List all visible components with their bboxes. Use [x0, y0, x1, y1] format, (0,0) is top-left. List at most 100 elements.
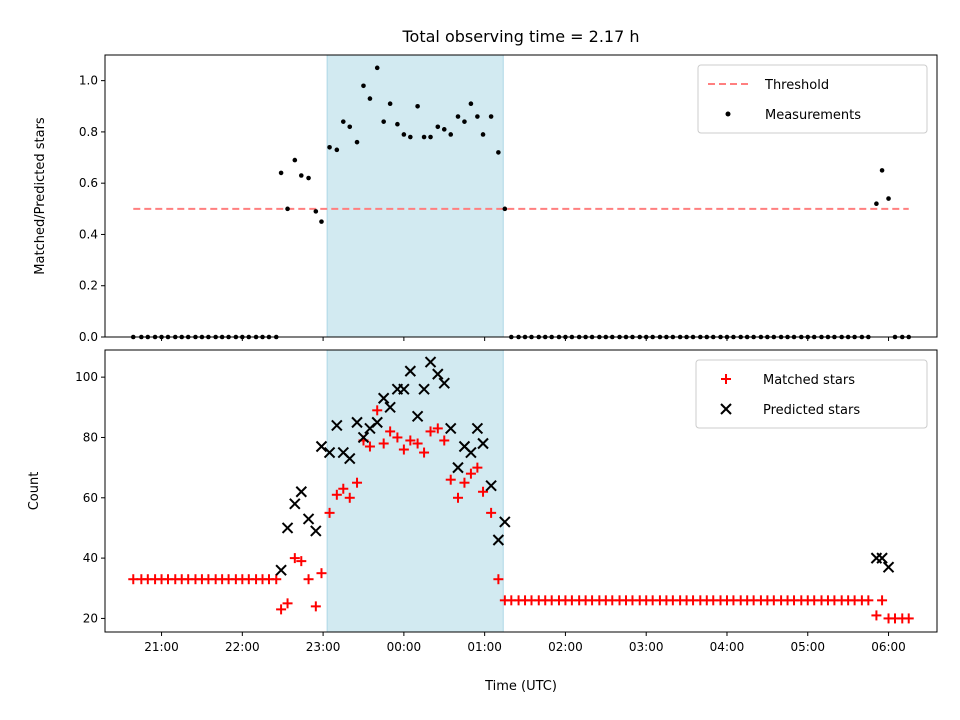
matched-star-point: [271, 574, 282, 585]
measurement-point: [327, 144, 332, 150]
matched-star-point: [331, 489, 342, 500]
matched-star-point: [425, 426, 436, 437]
matched-star-point: [364, 441, 375, 452]
measurement-point: [475, 114, 480, 119]
predicted-star-point: [882, 561, 895, 573]
matched-star-point: [344, 492, 355, 503]
predicted-star-point: [404, 365, 417, 377]
bottom-panel-shaded-interval: [326, 349, 504, 633]
legend-predicted-swatch: [720, 403, 732, 415]
predicted-star-point: [344, 452, 356, 465]
top-panel-frame: [104, 54, 938, 338]
legend-predicted-label: Predicted stars: [763, 403, 860, 418]
y-tick-label: 1.0: [79, 74, 98, 88]
top-y-axis-label: Matched/Predicted stars: [33, 117, 48, 275]
y-tick-label: 40: [83, 551, 98, 565]
predicted-star-point: [499, 516, 511, 528]
matched-star-point: [419, 447, 430, 458]
matched-star-point: [405, 435, 416, 446]
matched-star-point: [486, 507, 497, 518]
top-legend-box: [697, 64, 928, 134]
predicted-star-point: [295, 486, 307, 498]
measurement-point: [319, 219, 324, 224]
x-tick-label: 02:00: [548, 640, 583, 654]
x-axis-label: Time (UTC): [484, 679, 557, 694]
predicted-star-point: [275, 564, 287, 576]
measurement-point: [879, 168, 885, 173]
bottom-panel-marks: [128, 356, 914, 624]
matched-star-point: [445, 474, 456, 485]
matched-star-point: [877, 595, 888, 606]
measurement-point: [285, 206, 290, 212]
measurement-point: [421, 134, 427, 140]
bottom-y-axis-label: Count: [27, 472, 42, 511]
matched-star-point: [289, 553, 300, 564]
predicted-star-point: [445, 422, 457, 435]
measurement-point: [488, 114, 494, 119]
matched-star-point: [385, 426, 396, 437]
y-tick-label: 0.0: [79, 330, 98, 344]
predicted-star-point: [411, 410, 424, 423]
matched-star-point: [352, 477, 363, 488]
measurement-point: [408, 134, 413, 140]
matched-star-point: [316, 568, 327, 579]
predicted-star-point: [331, 419, 343, 432]
measurement-point: [387, 101, 393, 107]
x-tick-label: 03:00: [629, 640, 664, 654]
predicted-star-point: [289, 498, 301, 510]
predicted-star-point: [371, 416, 383, 429]
matched-star-point: [472, 462, 483, 473]
measurement-point: [395, 121, 400, 127]
matched-star-point: [459, 477, 470, 488]
predicted-star-point: [477, 437, 489, 450]
measurement-point: [334, 147, 340, 153]
predicted-star-point: [315, 440, 328, 453]
matched-star-point: [412, 438, 423, 449]
predicted-star-point: [357, 431, 370, 444]
y-tick-label: 60: [83, 491, 98, 505]
predicted-star-point: [377, 392, 390, 404]
y-tick-label: 0.4: [79, 227, 98, 241]
matched-star-point: [372, 405, 383, 416]
x-tick-label: 21:00: [144, 640, 179, 654]
matched-star-point: [276, 604, 287, 615]
bottom-panel-frame: [104, 349, 938, 633]
x-tick-label: 00:00: [387, 640, 422, 654]
matched-star-point: [296, 556, 307, 567]
measurement-point: [361, 83, 366, 89]
x-tick-label: 05:00: [790, 640, 825, 654]
top-panel-shaded-interval: [326, 54, 504, 338]
bottom-panel: 20 40 60 80 100 21:00 22:00 23:00 00:00 01:00 02:…: [27, 349, 938, 694]
matched-star-point: [310, 601, 321, 612]
matched-star-point: [378, 438, 389, 449]
y-tick-label: 0.6: [79, 176, 98, 190]
x-tick-label: 22:00: [225, 640, 260, 654]
matched-star-point: [324, 507, 335, 518]
predicted-star-point: [438, 377, 450, 389]
matched-star-point: [863, 595, 874, 606]
predicted-star-point: [492, 534, 505, 546]
y-tick-label: 80: [83, 430, 98, 444]
measurement-point: [367, 96, 373, 101]
x-tick-label: 23:00: [306, 640, 341, 654]
measurement-point: [886, 196, 891, 201]
legend-threshold-label: Threshold: [764, 78, 829, 93]
measurement-point: [292, 157, 298, 163]
measurement-point: [354, 139, 360, 145]
predicted-star-point: [432, 368, 444, 380]
measurement-point: [448, 132, 454, 137]
matched-star-point: [493, 574, 504, 585]
matched-star-point: [871, 610, 882, 621]
matched-star-point: [282, 598, 293, 609]
matched-star-point: [465, 468, 476, 479]
matched-star-point: [478, 486, 489, 497]
matched-star-point: [432, 423, 443, 434]
bottom-legend-box: [695, 359, 928, 429]
measurement-point: [455, 114, 461, 119]
predicted-star-point: [302, 513, 315, 525]
matched-star-point: [398, 444, 409, 455]
measurement-point: [502, 206, 508, 212]
x-tick-label: 04:00: [710, 640, 745, 654]
observing-window-shade: [326, 54, 504, 338]
